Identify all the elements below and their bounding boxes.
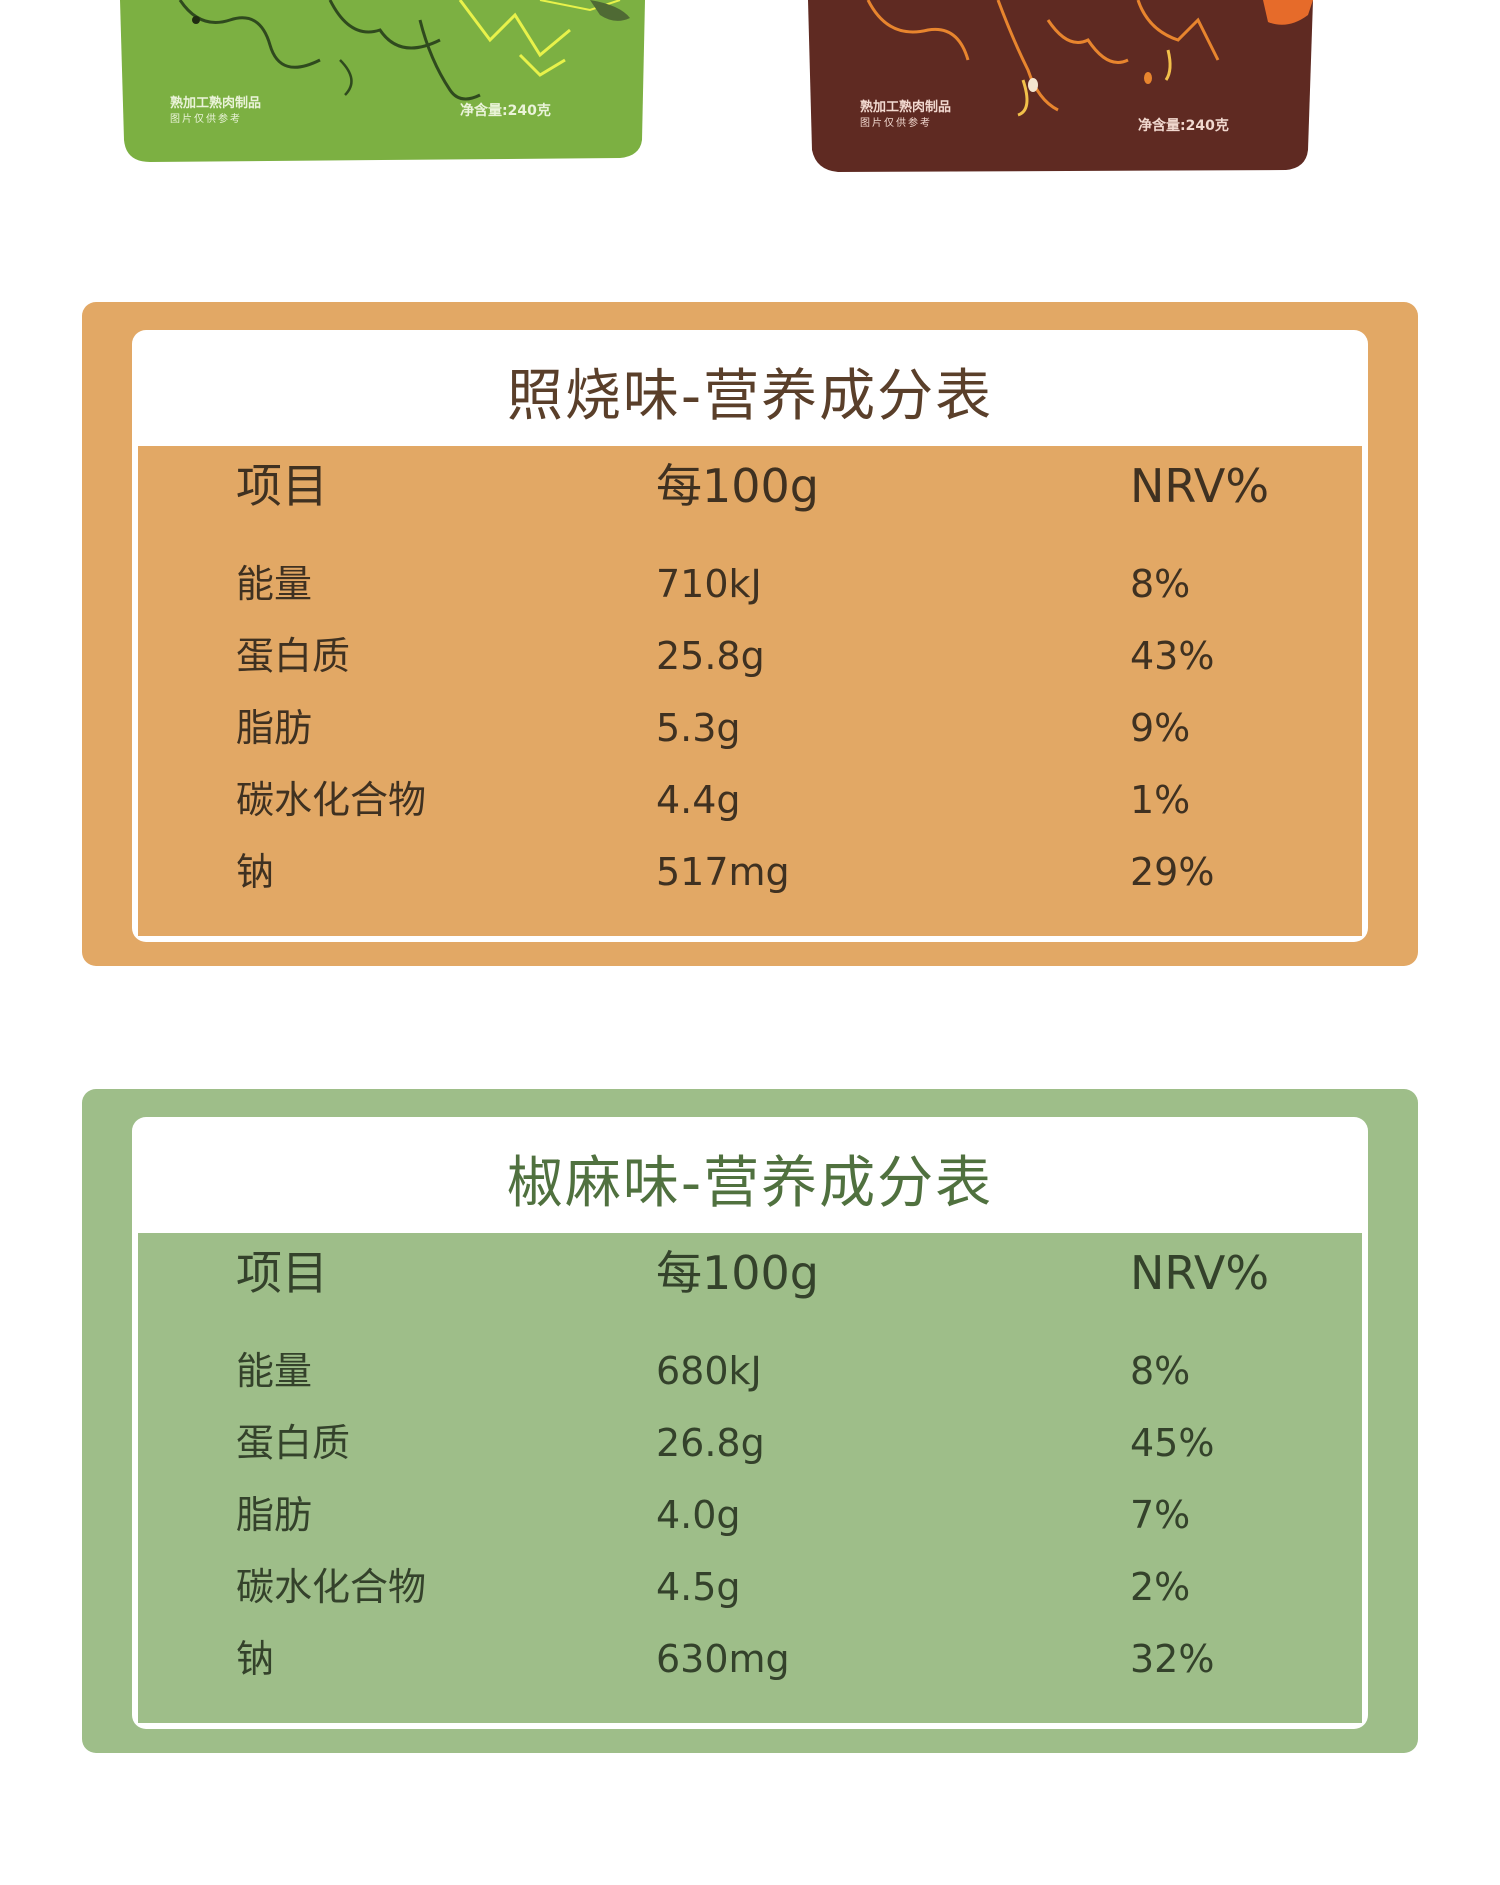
bag-brown-label: 熟加工熟肉制品 — [860, 100, 952, 115]
nutrient-amount: 630mg — [656, 1637, 790, 1681]
product-bag-green: 熟加工熟肉制品 图片仅供参考 净含量:240克 — [120, 0, 645, 168]
nutrient-nrv: 8% — [1130, 1349, 1191, 1393]
nutrition-card: 椒麻味-营养成分表 项目 每100g NRV% 能量 680kJ 8% 蛋白质 … — [132, 1117, 1368, 1729]
table-row: 脂肪 4.0g 7% — [138, 1485, 1362, 1545]
nutrient-name: 脂肪 — [236, 1493, 313, 1537]
nutrient-name: 能量 — [236, 1349, 313, 1393]
table-row: 钠 517mg 29% — [138, 842, 1362, 902]
nutrient-amount: 680kJ — [656, 1349, 762, 1393]
table-row: 钠 630mg 32% — [138, 1629, 1362, 1689]
nutrient-name: 碳水化合物 — [236, 778, 427, 822]
header-item: 项目 — [236, 459, 328, 513]
table-header-row: 项目 每100g NRV% — [138, 456, 1362, 516]
header-nrv: NRV% — [1130, 459, 1270, 513]
nutrition-card: 照烧味-营养成分表 项目 每100g NRV% 能量 710kJ 8% 蛋白质 … — [132, 330, 1368, 942]
nutrient-nrv: 29% — [1130, 850, 1215, 894]
nutrition-panel-teriyaki: 照烧味-营养成分表 项目 每100g NRV% 能量 710kJ 8% 蛋白质 … — [82, 302, 1418, 966]
bag-green-label: 熟加工熟肉制品 — [170, 96, 262, 111]
nutrient-amount: 4.0g — [656, 1493, 741, 1537]
bag-green-illustration — [120, 0, 645, 162]
nutrition-table-title: 照烧味-营养成分表 — [506, 363, 994, 429]
nutrient-name: 碳水化合物 — [236, 1565, 427, 1609]
nutrition-table: 项目 每100g NRV% 能量 680kJ 8% 蛋白质 26.8g 45% … — [138, 1233, 1362, 1723]
table-row: 能量 710kJ 8% — [138, 554, 1362, 614]
header-per-100g: 每100g — [656, 459, 819, 513]
table-row: 碳水化合物 4.4g 1% — [138, 770, 1362, 830]
nutrient-amount: 26.8g — [656, 1421, 765, 1465]
header-item: 项目 — [236, 1246, 328, 1300]
nutrient-nrv: 7% — [1130, 1493, 1191, 1537]
nutrient-name: 能量 — [236, 562, 313, 606]
nutrient-amount: 710kJ — [656, 562, 762, 606]
nutrient-amount: 25.8g — [656, 634, 765, 678]
nutrient-nrv: 1% — [1130, 778, 1191, 822]
nutrition-table: 项目 每100g NRV% 能量 710kJ 8% 蛋白质 25.8g 43% … — [138, 446, 1362, 936]
table-row: 脂肪 5.3g 9% — [138, 698, 1362, 758]
nutrition-table-title: 椒麻味-营养成分表 — [506, 1150, 994, 1216]
nutrient-nrv: 45% — [1130, 1421, 1215, 1465]
bag-brown-weight: 净含量:240克 — [1138, 118, 1229, 134]
table-row: 蛋白质 26.8g 45% — [138, 1413, 1362, 1473]
nutrient-nrv: 8% — [1130, 562, 1191, 606]
nutrient-nrv: 2% — [1130, 1565, 1191, 1609]
table-row: 蛋白质 25.8g 43% — [138, 626, 1362, 686]
nutrient-amount: 4.5g — [656, 1565, 741, 1609]
nutrient-name: 钠 — [236, 1637, 275, 1681]
bag-green-weight: 净含量:240克 — [460, 103, 551, 119]
table-row: 碳水化合物 4.5g 2% — [138, 1557, 1362, 1617]
nutrient-amount: 5.3g — [656, 706, 741, 750]
nutrient-amount: 4.4g — [656, 778, 741, 822]
nutrient-nrv: 32% — [1130, 1637, 1215, 1681]
nutrient-name: 蛋白质 — [236, 634, 351, 678]
nutrient-nrv: 43% — [1130, 634, 1215, 678]
nutrient-name: 脂肪 — [236, 706, 313, 750]
bag-brown-illustration — [808, 0, 1313, 172]
nutrient-amount: 517mg — [656, 850, 790, 894]
nutrition-panel-pepper: 椒麻味-营养成分表 项目 每100g NRV% 能量 680kJ 8% 蛋白质 … — [82, 1089, 1418, 1753]
header-nrv: NRV% — [1130, 1246, 1270, 1300]
bag-green-note: 图片仅供参考 — [170, 114, 242, 125]
nutrient-name: 钠 — [236, 850, 275, 894]
table-row: 能量 680kJ 8% — [138, 1341, 1362, 1401]
header-per-100g: 每100g — [656, 1246, 819, 1300]
table-header-row: 项目 每100g NRV% — [138, 1243, 1362, 1303]
bag-brown-note: 图片仅供参考 — [860, 118, 932, 129]
product-bag-brown: 熟加工熟肉制品 图片仅供参考 净含量:240克 — [808, 0, 1313, 178]
nutrient-name: 蛋白质 — [236, 1421, 351, 1465]
nutrient-nrv: 9% — [1130, 706, 1191, 750]
